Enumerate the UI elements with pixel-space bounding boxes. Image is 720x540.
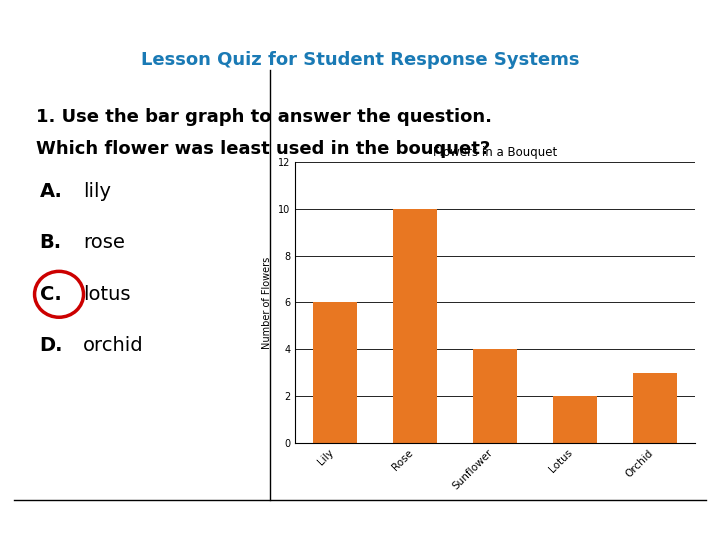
Bar xyxy=(393,209,437,443)
Text: rose: rose xyxy=(83,233,125,253)
Text: B.: B. xyxy=(40,233,62,253)
Text: Which flower was least used in the bouquet?: Which flower was least used in the bouqu… xyxy=(36,140,490,158)
Text: D.: D. xyxy=(40,336,63,355)
Y-axis label: Number of Flowers: Number of Flowers xyxy=(262,256,272,348)
Text: 1. Use the bar graph to answer the question.: 1. Use the bar graph to answer the quest… xyxy=(36,108,492,126)
Text: lotus: lotus xyxy=(83,285,130,304)
Text: orchid: orchid xyxy=(83,336,143,355)
Text: Lesson Quiz for Student Response Systems: Lesson Quiz for Student Response Systems xyxy=(140,51,580,69)
Bar xyxy=(553,396,597,443)
Bar xyxy=(633,373,677,443)
Title: Flowers in a Bouquet: Flowers in a Bouquet xyxy=(433,146,557,159)
Text: lily: lily xyxy=(83,182,111,201)
Text: A.: A. xyxy=(40,182,63,201)
Bar xyxy=(313,302,357,443)
Text: C.: C. xyxy=(40,285,61,304)
Bar xyxy=(473,349,517,443)
